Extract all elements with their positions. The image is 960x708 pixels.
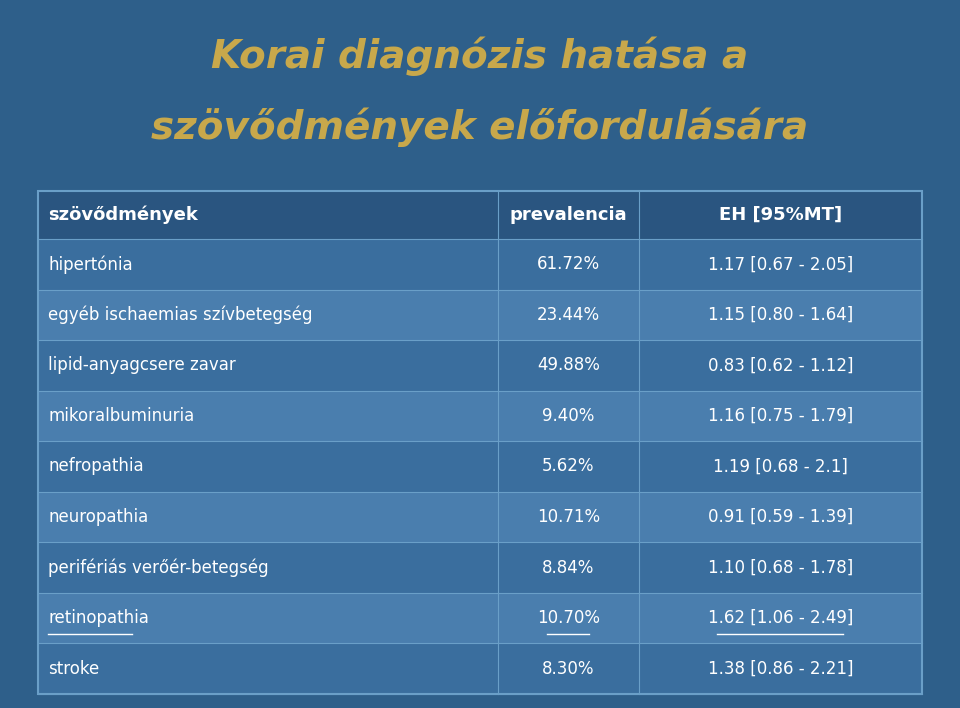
Text: 8.30%: 8.30% [542,660,594,678]
Text: stroke: stroke [48,660,99,678]
Bar [38,441,922,491]
Bar [38,542,922,593]
Text: nefropathia: nefropathia [48,457,144,476]
Text: 23.44%: 23.44% [537,306,600,324]
Text: 49.88%: 49.88% [537,356,600,375]
Bar [38,239,922,290]
Text: 0.91 [0.59 - 1.39]: 0.91 [0.59 - 1.39] [708,508,852,526]
Text: 61.72%: 61.72% [537,256,600,273]
Text: 1.19 [0.68 - 2.1]: 1.19 [0.68 - 2.1] [713,457,848,476]
Text: 5.62%: 5.62% [542,457,594,476]
Text: 1.17 [0.67 - 2.05]: 1.17 [0.67 - 2.05] [708,256,852,273]
Text: 9.40%: 9.40% [542,407,594,425]
Bar [38,593,922,644]
Text: 1.38 [0.86 - 2.21]: 1.38 [0.86 - 2.21] [708,660,853,678]
Bar [38,391,922,441]
Bar [38,340,922,391]
Text: 1.10 [0.68 - 1.78]: 1.10 [0.68 - 1.78] [708,559,852,576]
Text: 8.84%: 8.84% [542,559,594,576]
Text: 1.15 [0.80 - 1.64]: 1.15 [0.80 - 1.64] [708,306,852,324]
Text: EH [95%MT]: EH [95%MT] [719,206,842,224]
Text: hipertónia: hipertónia [48,255,132,273]
Text: 0.83 [0.62 - 1.12]: 0.83 [0.62 - 1.12] [708,356,853,375]
Bar [38,191,922,694]
Text: mikoralbuminuria: mikoralbuminuria [48,407,194,425]
Bar [38,191,922,239]
Text: perifériás verőér-betegség: perifériás verőér-betegség [48,558,269,577]
Text: szövődmények: szövődmények [48,206,198,224]
Text: 10.71%: 10.71% [537,508,600,526]
Text: 1.62 [1.06 - 2.49]: 1.62 [1.06 - 2.49] [708,609,853,627]
Text: neuropathia: neuropathia [48,508,148,526]
Text: lipid-anyagcsere zavar: lipid-anyagcsere zavar [48,356,236,375]
Text: 1.16 [0.75 - 1.79]: 1.16 [0.75 - 1.79] [708,407,852,425]
Text: egyéb ischaemias szívbetegség: egyéb ischaemias szívbetegség [48,306,313,324]
Bar [38,644,922,694]
Bar [38,290,922,340]
Text: retinopathia: retinopathia [48,609,149,627]
Bar [38,491,922,542]
Text: prevalencia: prevalencia [510,206,627,224]
Bar [38,191,922,694]
Text: Korai diagnózis hatása a: Korai diagnózis hatása a [211,37,749,76]
Text: szövődmények előfordulására: szövődmények előfordulására [152,108,808,147]
Text: 10.70%: 10.70% [537,609,600,627]
